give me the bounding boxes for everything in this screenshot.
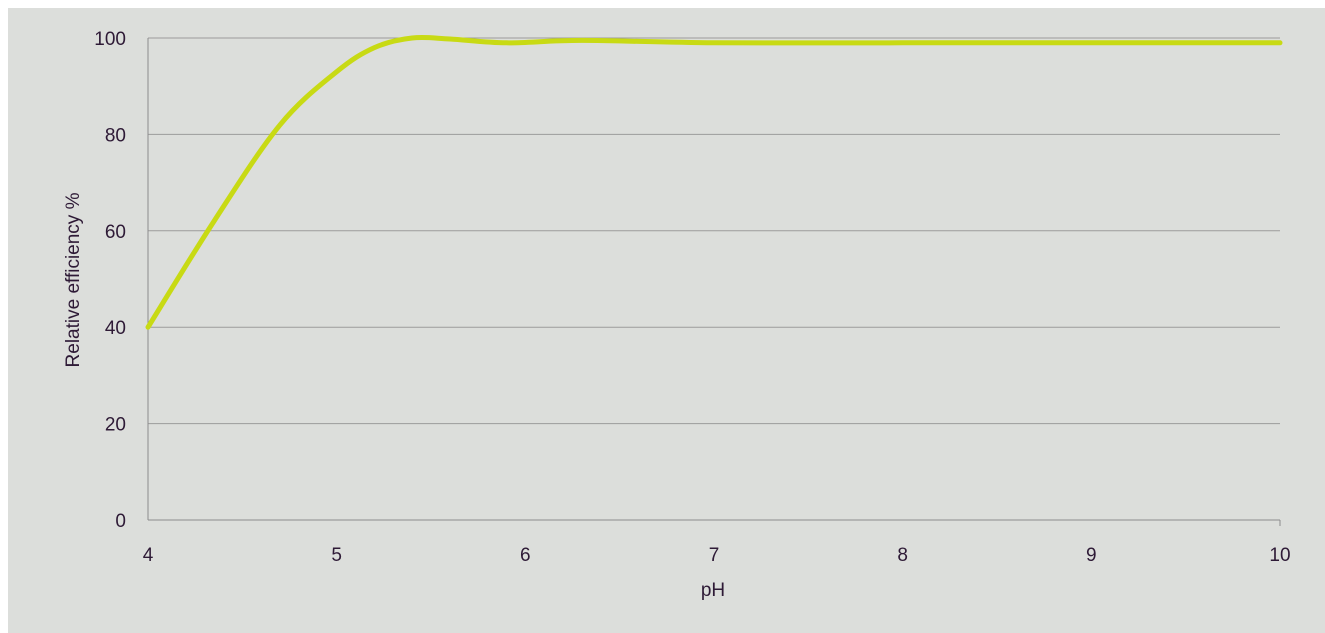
series-layer <box>145 34 1283 330</box>
x-tick-labels: 4 5 6 7 8 9 10 <box>143 545 1291 566</box>
series-line-0 <box>145 34 1283 330</box>
chart-background <box>8 8 1325 633</box>
chart-svg: 0 20 40 60 80 100 4 5 6 7 8 9 10 pH Relative effici… <box>8 8 1325 633</box>
x-tick-label-4: 4 <box>143 545 154 566</box>
x-tick-label-6: 6 <box>520 545 531 566</box>
y-tick-label-60: 60 <box>105 222 126 243</box>
x-tick-label-9: 9 <box>1086 545 1097 566</box>
x-tick-label-8: 8 <box>897 545 908 566</box>
x-tick-label-5: 5 <box>331 545 342 566</box>
chart-panel: 0 20 40 60 80 100 4 5 6 7 8 9 10 pH Relative effici… <box>8 8 1325 633</box>
y-tick-label-0: 0 <box>115 511 126 532</box>
y-tick-labels: 0 20 40 60 80 100 <box>94 29 126 532</box>
grid-lines <box>148 37 1280 425</box>
x-axis-title: pH <box>701 580 725 601</box>
y-tick-label-80: 80 <box>105 125 126 146</box>
y-tick-label-100: 100 <box>94 29 126 50</box>
y-axis-title: Relative efficiency % <box>63 192 84 367</box>
axes <box>147 38 1281 526</box>
y-tick-label-20: 20 <box>105 415 126 436</box>
x-tick-label-10: 10 <box>1269 545 1290 566</box>
y-tick-label-40: 40 <box>105 318 126 339</box>
x-tick-label-7: 7 <box>709 545 720 566</box>
